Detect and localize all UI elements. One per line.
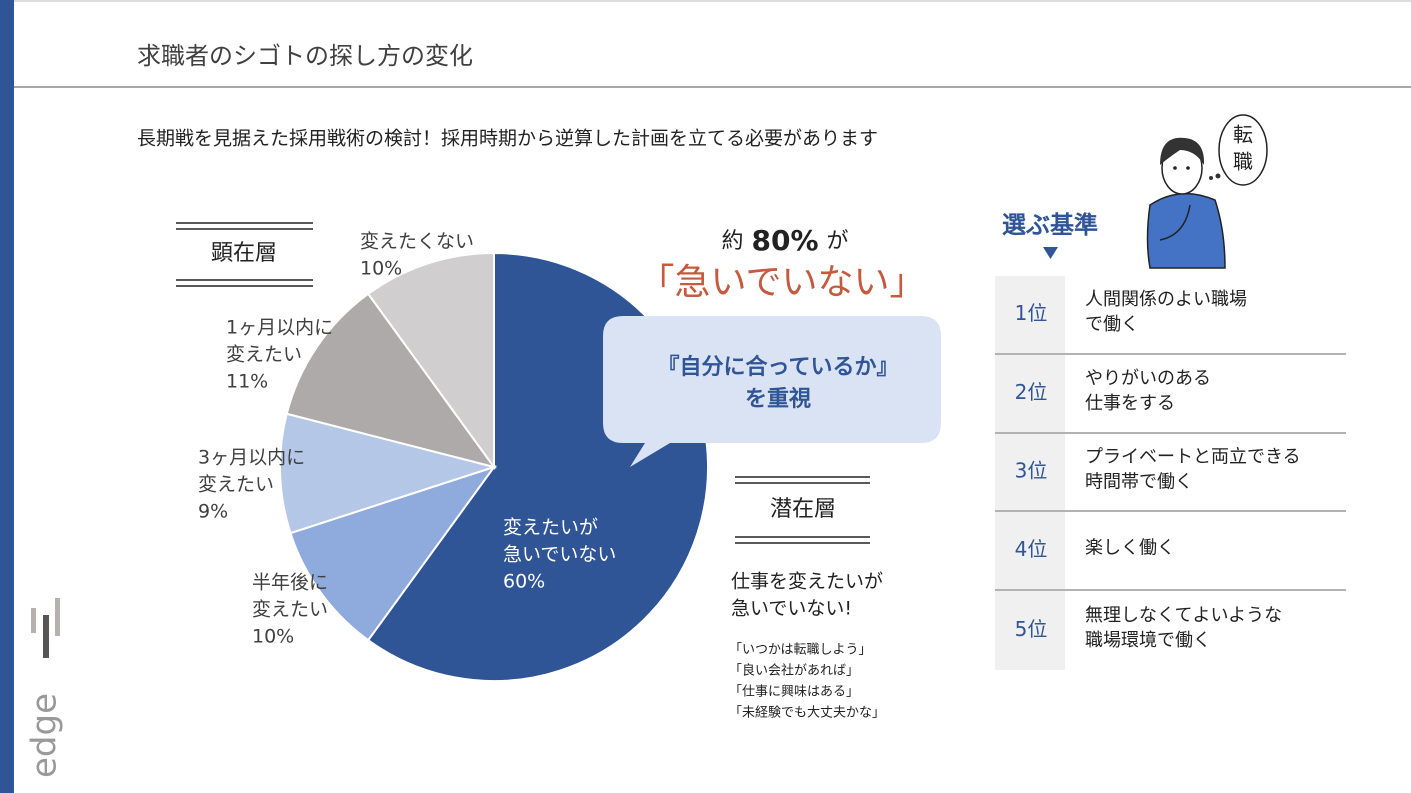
latent-note: 急いでいない! (731, 598, 852, 620)
callout-prefix: 約 (721, 229, 743, 254)
rank-cell (995, 434, 1065, 510)
slice-value-label: 10% (360, 258, 402, 280)
rank: 5位 (1015, 617, 1048, 641)
slice-value-label: 11% (226, 371, 268, 393)
logo-text: edge (25, 693, 65, 778)
slice-label: 変えたい (226, 344, 302, 366)
pie-slice (285, 292, 497, 469)
slice-label: 3ヶ月以内に (198, 447, 305, 469)
rank-cell (995, 591, 1065, 670)
callout-headline: 「急いでいない」 (639, 262, 926, 303)
rank-cell (995, 355, 1065, 432)
latent-label: 潜在層 (770, 497, 836, 522)
rank: 4位 (1015, 537, 1048, 561)
overt-rules (176, 222, 870, 544)
criterion-text: 人間関係のよい職場 (1085, 289, 1247, 310)
pie-slice (366, 251, 495, 471)
slice-label: 変えたい (198, 474, 274, 496)
quote: 「仕事に興味はある」 (729, 685, 859, 700)
pie-slice (289, 465, 497, 642)
rank: 2位 (1015, 380, 1048, 404)
callout-suffix: が (827, 229, 849, 254)
rank: 3位 (1015, 459, 1048, 483)
slice-label: 急いでいない (503, 544, 616, 566)
criterion-text: 時間帯で働く (1085, 472, 1193, 493)
slice-label: 変えたいが (503, 517, 598, 539)
criterion-text: 仕事をする (1085, 393, 1175, 414)
criterion-text: 楽しく働く (1085, 538, 1175, 559)
criteria-arrow (1043, 247, 1058, 259)
speech-bubble (603, 316, 941, 467)
slice-label: 1ヶ月以内に (226, 317, 333, 339)
quote: 「良い会社があれば」 (729, 663, 859, 679)
subtitle: 長期戦を見据えた採用戦術の検討！採用時期から逆算した計画を立てる必要があります (137, 128, 878, 150)
criteria-title: 選ぶ基準 (1002, 211, 1098, 239)
logo (31, 598, 60, 658)
slice-label: 変えたい (252, 599, 328, 621)
latent-note: 仕事を変えたいが (731, 571, 883, 593)
thought-text: 転 (1233, 123, 1253, 147)
bubble-text: 『自分に合っているか』 (658, 354, 899, 380)
slice-value-label: 9% (198, 501, 228, 523)
slice-value-label: 60% (503, 571, 545, 593)
side-bar (0, 0, 14, 793)
criterion-text: で働く (1085, 314, 1139, 335)
slide-title: 求職者のシゴトの探し方の変化 (137, 42, 473, 70)
bubble-text: を重視 (745, 387, 811, 412)
slice-label: 変えたくない (360, 231, 474, 253)
criterion-text: やりがいのある (1085, 368, 1211, 389)
quote: 「いつかは転職しよう」 (729, 643, 871, 658)
pie-slice (279, 412, 498, 535)
rank-cell (995, 276, 1065, 353)
criterion-text: プライベートと両立できる (1085, 447, 1301, 468)
rank: 1位 (1015, 301, 1048, 325)
criterion-text: 職場環境で働く (1085, 630, 1211, 651)
person-illustration (1146, 114, 1268, 269)
quotes: 「いつかは転職しよう」「良い会社があれば」「仕事に興味はある」「未経験でも大丈夫… (729, 643, 885, 721)
slice-label: 半年後に (252, 572, 328, 594)
slice-value-label: 10% (252, 626, 294, 648)
overt-label: 顕在層 (211, 241, 277, 266)
quote: 「未経験でも大丈夫かな」 (729, 706, 885, 721)
criterion-text: 無理しなくてよいような (1085, 605, 1282, 626)
thought-text: 職 (1233, 150, 1253, 174)
callout-highlight: 80% (751, 224, 818, 257)
callout-lead: 約 80% が (721, 224, 848, 257)
rank-cell (995, 512, 1065, 589)
